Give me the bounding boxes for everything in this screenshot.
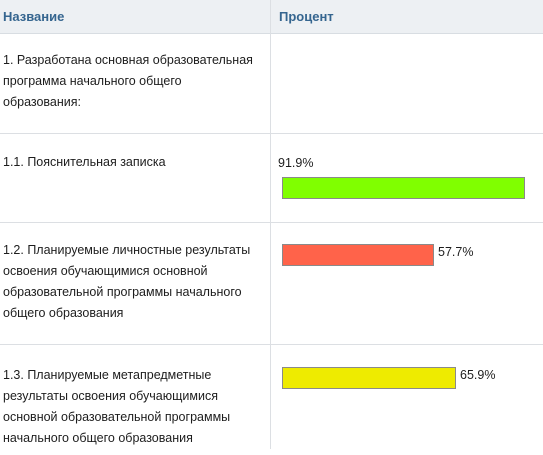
table-row: 1.3. Планируемые метапредметные результа… (0, 345, 543, 455)
column-header-name[interactable]: Название (3, 9, 65, 24)
percent-label: 65.9% (460, 368, 496, 382)
row-name: 1. Разработана основная образовательная … (3, 53, 253, 109)
row-percent-cell: 91.9% (271, 134, 543, 222)
row-name: 1.2. Планируемые личностные результаты о… (3, 243, 251, 320)
row-percent-cell: 65.9% (271, 345, 543, 455)
progress-bar (282, 367, 456, 389)
table-row: 1. Разработана основная образовательная … (0, 34, 543, 134)
row-percent-cell: 57.7% (271, 223, 543, 344)
progress-bar (282, 177, 525, 199)
column-divider (270, 0, 271, 449)
column-header-percent[interactable]: Процент (279, 9, 334, 24)
progress-bar (282, 244, 434, 266)
row-percent-cell (271, 34, 543, 133)
table-row: 1.2. Планируемые личностные результаты о… (0, 223, 543, 345)
table-row: 1.1. Пояснительная записка 91.9% (0, 134, 543, 223)
row-name: 1.1. Пояснительная записка (3, 155, 166, 169)
row-name: 1.3. Планируемые метапредметные результа… (3, 368, 231, 445)
percent-label: 57.7% (438, 245, 474, 259)
table-header: Название Процент (0, 0, 543, 34)
percent-label: 91.9% (278, 156, 314, 170)
